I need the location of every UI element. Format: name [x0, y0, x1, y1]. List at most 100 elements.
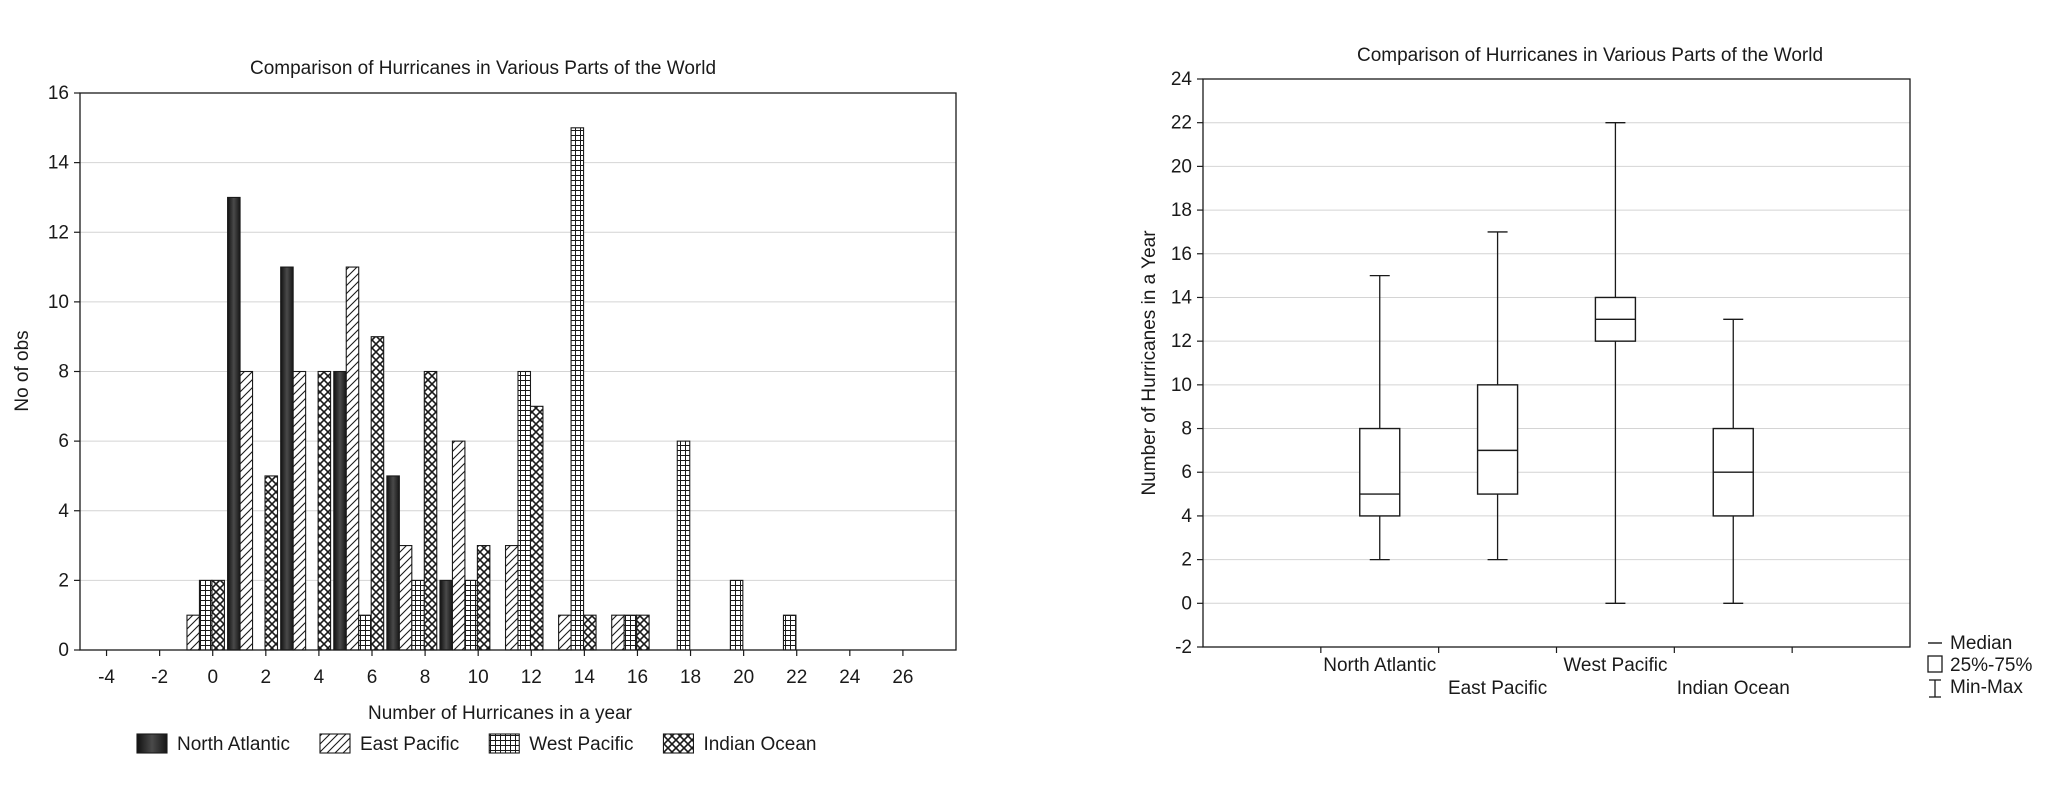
bar-east-pacific: [504, 545, 519, 651]
histogram-x-axis-label: Number of Hurricanes in a year: [368, 703, 633, 724]
y-tick-label: 6: [1181, 462, 1192, 483]
bar-north-atlantic: [333, 370, 347, 651]
x-tick-label: 24: [839, 667, 861, 688]
bar-north-atlantic: [386, 475, 400, 651]
y-tick-label: 20: [1171, 156, 1192, 177]
y-tick-label: 0: [1181, 593, 1192, 614]
bar-west-pacific: [623, 614, 638, 651]
bar-indian-ocean: [583, 614, 597, 651]
x-tick-label: 0: [207, 667, 218, 688]
legend-whisker-label: Min-Max: [1950, 677, 2023, 698]
bar-north-atlantic: [280, 266, 294, 651]
bar-west-pacific: [782, 614, 797, 651]
bar-east-pacific: [558, 614, 572, 651]
bar-west-pacific: [198, 579, 213, 651]
bar-east-pacific: [345, 266, 360, 651]
legend-box-symbol: [1927, 655, 1943, 673]
bar-west-pacific: [570, 127, 585, 651]
bar-east-pacific: [292, 370, 307, 651]
histogram-chart: Comparison of Hurricanes in Various Part…: [12, 58, 957, 755]
y-tick-label: 4: [1181, 506, 1192, 527]
bar-indian-ocean: [211, 579, 225, 651]
y-tick-label: 0: [58, 640, 69, 661]
bar-west-pacific: [676, 440, 691, 651]
bar-indian-ocean: [423, 370, 438, 651]
legend-label-east-pacific: East Pacific: [360, 734, 459, 755]
bar-indian-ocean: [370, 336, 385, 651]
bar-indian-ocean: [529, 405, 544, 651]
boxplot-y-axis-label: Number of Hurricanes in a Year: [1139, 230, 1160, 496]
bar-indian-ocean: [264, 475, 279, 651]
y-tick-label: 10: [1171, 375, 1192, 396]
boxplot-gridlines: [1203, 122, 1910, 604]
bar-west-pacific: [464, 579, 478, 651]
category-label-north-atlantic: North Atlantic: [1323, 655, 1436, 676]
legend-label-indian-ocean: Indian Ocean: [703, 734, 816, 755]
legend-swatch-east-pacific: [319, 733, 351, 754]
y-tick-label: 18: [1171, 200, 1192, 221]
iqr-box-north-atlantic: [1359, 427, 1401, 517]
x-tick-label: 16: [627, 667, 648, 688]
y-tick-label: 14: [1171, 287, 1193, 308]
y-tick-label: 6: [58, 431, 69, 452]
x-tick-label: 2: [261, 667, 272, 688]
bar-north-atlantic: [439, 579, 453, 651]
x-tick-label: 6: [367, 667, 378, 688]
bar-west-pacific: [411, 579, 425, 651]
boxplot-chart: Comparison of Hurricanes in Various Part…: [1139, 45, 2032, 699]
histogram-title: Comparison of Hurricanes in Various Part…: [250, 58, 716, 79]
category-label-indian-ocean: Indian Ocean: [1677, 678, 1790, 699]
x-tick-label: 12: [521, 667, 542, 688]
y-tick-label: 22: [1171, 113, 1192, 134]
histogram-x-ticks: -4 -2 0 2 4 6 8 10 12 14 16 18 20 22 24 26: [98, 650, 913, 688]
category-label-west-pacific: West Pacific: [1563, 655, 1667, 676]
x-tick-label: 20: [733, 667, 754, 688]
bar-east-pacific: [186, 614, 201, 651]
bar-north-atlantic: [227, 196, 241, 651]
bar-east-pacific: [611, 614, 625, 651]
boxplot-boxes: [1359, 122, 1754, 604]
y-tick-label: 14: [48, 153, 70, 174]
legend-label-north-atlantic: North Atlantic: [177, 734, 290, 755]
y-tick-label: 4: [58, 501, 69, 522]
x-tick-label: -4: [98, 667, 115, 688]
y-tick-label: 8: [1181, 419, 1192, 440]
histogram-y-ticks: 0 2 4 6 8 10 12 14 16: [48, 83, 80, 661]
bar-west-pacific: [729, 579, 744, 651]
x-tick-label: 26: [892, 667, 913, 688]
y-tick-label: 12: [1171, 331, 1192, 352]
x-tick-label: 4: [314, 667, 325, 688]
bar-indian-ocean: [317, 370, 332, 651]
legend-swatch-indian-ocean: [662, 733, 695, 754]
iqr-box-east-pacific: [1476, 384, 1519, 495]
bar-east-pacific: [398, 545, 413, 651]
x-tick-label: 22: [786, 667, 807, 688]
y-tick-label: -2: [1175, 637, 1192, 658]
y-tick-label: 16: [1171, 244, 1192, 265]
histogram-y-axis-label: No of obs: [12, 330, 33, 411]
category-label-east-pacific: East Pacific: [1448, 678, 1547, 699]
bar-indian-ocean: [636, 614, 650, 651]
y-tick-label: 10: [48, 292, 69, 313]
legend-swatch-west-pacific: [488, 733, 520, 754]
boxplot-title: Comparison of Hurricanes in Various Part…: [1357, 45, 1823, 66]
x-tick-label: 8: [420, 667, 431, 688]
x-tick-label: 10: [468, 667, 489, 688]
x-tick-label: -2: [151, 667, 168, 688]
y-tick-label: 2: [1181, 550, 1192, 571]
bar-indian-ocean: [476, 545, 491, 651]
legend-box-label: 25%-75%: [1950, 655, 2032, 676]
y-tick-label: 12: [48, 222, 69, 243]
boxplot-category-labels: North Atlantic East Pacific West Pacific In…: [1320, 647, 1793, 699]
legend-swatch-north-atlantic: [136, 733, 168, 754]
legend-median-label: Median: [1950, 633, 2012, 654]
bar-east-pacific: [239, 370, 254, 651]
x-tick-label: 18: [680, 667, 701, 688]
legend-label-west-pacific: West Pacific: [529, 734, 633, 755]
bar-west-pacific: [358, 614, 372, 651]
y-tick-label: 24: [1171, 69, 1193, 90]
y-tick-label: 16: [48, 83, 69, 104]
y-tick-label: 8: [58, 362, 69, 383]
